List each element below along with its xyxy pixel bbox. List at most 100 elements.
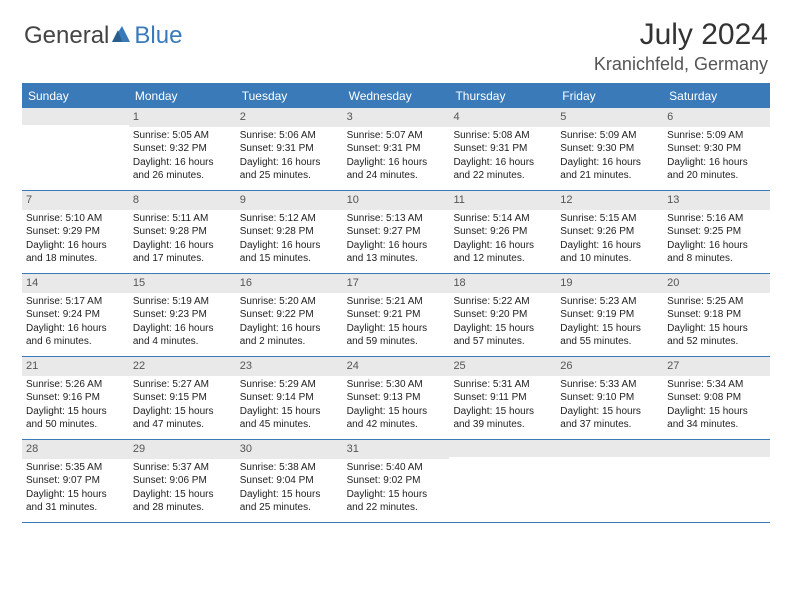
- sunset-text: Sunset: 9:27 PM: [347, 225, 446, 239]
- day-cell: 25Sunrise: 5:31 AMSunset: 9:11 PMDayligh…: [449, 357, 556, 439]
- sunset-text: Sunset: 9:08 PM: [667, 391, 766, 405]
- day-number: 9: [236, 191, 343, 210]
- daylight-text: Daylight: 16 hours and 20 minutes.: [667, 156, 766, 183]
- day-number: 12: [556, 191, 663, 210]
- page-title: July 2024: [594, 18, 768, 52]
- day-cell: 16Sunrise: 5:20 AMSunset: 9:22 PMDayligh…: [236, 274, 343, 356]
- daylight-text: Daylight: 16 hours and 6 minutes.: [26, 322, 125, 349]
- sunrise-text: Sunrise: 5:15 AM: [560, 212, 659, 226]
- sunset-text: Sunset: 9:31 PM: [453, 142, 552, 156]
- sunrise-text: Sunrise: 5:21 AM: [347, 295, 446, 309]
- day-number: [556, 440, 663, 457]
- day-cell: 2Sunrise: 5:06 AMSunset: 9:31 PMDaylight…: [236, 108, 343, 190]
- daylight-text: Daylight: 16 hours and 12 minutes.: [453, 239, 552, 266]
- daylight-text: Daylight: 15 hours and 47 minutes.: [133, 405, 232, 432]
- day-body: Sunrise: 5:14 AMSunset: 9:26 PMDaylight:…: [449, 210, 556, 270]
- day-number: 20: [663, 274, 770, 293]
- sunset-text: Sunset: 9:32 PM: [133, 142, 232, 156]
- calendar: Sunday Monday Tuesday Wednesday Thursday…: [22, 83, 770, 523]
- daylight-text: Daylight: 15 hours and 59 minutes.: [347, 322, 446, 349]
- sunrise-text: Sunrise: 5:30 AM: [347, 378, 446, 392]
- day-cell: [663, 440, 770, 522]
- day-number: 26: [556, 357, 663, 376]
- daylight-text: Daylight: 16 hours and 21 minutes.: [560, 156, 659, 183]
- week-row: 7Sunrise: 5:10 AMSunset: 9:29 PMDaylight…: [22, 191, 770, 274]
- day-number: [22, 108, 129, 125]
- sunrise-text: Sunrise: 5:27 AM: [133, 378, 232, 392]
- weekday-header: Monday: [129, 85, 236, 108]
- day-body: Sunrise: 5:22 AMSunset: 9:20 PMDaylight:…: [449, 293, 556, 353]
- day-number: 10: [343, 191, 450, 210]
- day-number: 21: [22, 357, 129, 376]
- day-body: Sunrise: 5:30 AMSunset: 9:13 PMDaylight:…: [343, 376, 450, 436]
- day-cell: 4Sunrise: 5:08 AMSunset: 9:31 PMDaylight…: [449, 108, 556, 190]
- sunrise-text: Sunrise: 5:14 AM: [453, 212, 552, 226]
- daylight-text: Daylight: 16 hours and 4 minutes.: [133, 322, 232, 349]
- day-number: 25: [449, 357, 556, 376]
- day-cell: 14Sunrise: 5:17 AMSunset: 9:24 PMDayligh…: [22, 274, 129, 356]
- day-number: 22: [129, 357, 236, 376]
- sunrise-text: Sunrise: 5:11 AM: [133, 212, 232, 226]
- day-cell: 20Sunrise: 5:25 AMSunset: 9:18 PMDayligh…: [663, 274, 770, 356]
- day-body: Sunrise: 5:33 AMSunset: 9:10 PMDaylight:…: [556, 376, 663, 436]
- sunset-text: Sunset: 9:04 PM: [240, 474, 339, 488]
- sunset-text: Sunset: 9:14 PM: [240, 391, 339, 405]
- day-number: 3: [343, 108, 450, 127]
- day-body: Sunrise: 5:17 AMSunset: 9:24 PMDaylight:…: [22, 293, 129, 353]
- daylight-text: Daylight: 16 hours and 13 minutes.: [347, 239, 446, 266]
- daylight-text: Daylight: 16 hours and 8 minutes.: [667, 239, 766, 266]
- day-number: 18: [449, 274, 556, 293]
- day-body: Sunrise: 5:23 AMSunset: 9:19 PMDaylight:…: [556, 293, 663, 353]
- sunrise-text: Sunrise: 5:31 AM: [453, 378, 552, 392]
- sunset-text: Sunset: 9:25 PM: [667, 225, 766, 239]
- day-body: Sunrise: 5:06 AMSunset: 9:31 PMDaylight:…: [236, 127, 343, 187]
- daylight-text: Daylight: 15 hours and 50 minutes.: [26, 405, 125, 432]
- day-body: Sunrise: 5:19 AMSunset: 9:23 PMDaylight:…: [129, 293, 236, 353]
- day-cell: 8Sunrise: 5:11 AMSunset: 9:28 PMDaylight…: [129, 191, 236, 273]
- day-cell: 18Sunrise: 5:22 AMSunset: 9:20 PMDayligh…: [449, 274, 556, 356]
- sunrise-text: Sunrise: 5:29 AM: [240, 378, 339, 392]
- day-cell: 22 Sunrise: 5:27 AMSunset: 9:15 PMDayligh…: [129, 357, 236, 439]
- weekday-header: Sunday: [22, 85, 129, 108]
- sunrise-text: Sunrise: 5:17 AM: [26, 295, 125, 309]
- day-cell: 26Sunrise: 5:33 AMSunset: 9:10 PMDayligh…: [556, 357, 663, 439]
- sunrise-text: Sunrise: 5:34 AM: [667, 378, 766, 392]
- sunrise-text: Sunrise: 5:22 AM: [453, 295, 552, 309]
- sunrise-text: Sunrise: 5:05 AM: [133, 129, 232, 143]
- day-cell: 11Sunrise: 5:14 AMSunset: 9:26 PMDayligh…: [449, 191, 556, 273]
- sunset-text: Sunset: 9:21 PM: [347, 308, 446, 322]
- sunset-text: Sunset: 9:15 PM: [133, 391, 232, 405]
- day-number: 1: [129, 108, 236, 127]
- sunset-text: Sunset: 9:23 PM: [133, 308, 232, 322]
- logo-sail-icon: [110, 24, 132, 49]
- sunrise-text: Sunrise: 5:08 AM: [453, 129, 552, 143]
- day-body: Sunrise: 5:38 AMSunset: 9:04 PMDaylight:…: [236, 459, 343, 519]
- daylight-text: Daylight: 15 hours and 28 minutes.: [133, 488, 232, 515]
- day-number: 16: [236, 274, 343, 293]
- day-number: 8: [129, 191, 236, 210]
- logo-text-general: General: [24, 22, 109, 50]
- sunset-text: Sunset: 9:30 PM: [667, 142, 766, 156]
- day-cell: 30Sunrise: 5:38 AMSunset: 9:04 PMDayligh…: [236, 440, 343, 522]
- day-cell: 23Sunrise: 5:29 AMSunset: 9:14 PMDayligh…: [236, 357, 343, 439]
- sunrise-text: Sunrise: 5:09 AM: [560, 129, 659, 143]
- day-number: 13: [663, 191, 770, 210]
- sunset-text: Sunset: 9:06 PM: [133, 474, 232, 488]
- day-body: Sunrise: 5:29 AMSunset: 9:14 PMDaylight:…: [236, 376, 343, 436]
- sunrise-text: Sunrise: 5:38 AM: [240, 461, 339, 475]
- logo: General Blue: [24, 22, 182, 50]
- daylight-text: Daylight: 15 hours and 45 minutes.: [240, 405, 339, 432]
- daylight-text: Daylight: 15 hours and 34 minutes.: [667, 405, 766, 432]
- sunset-text: Sunset: 9:29 PM: [26, 225, 125, 239]
- day-cell: 24Sunrise: 5:30 AMSunset: 9:13 PMDayligh…: [343, 357, 450, 439]
- sunrise-text: Sunrise: 5:09 AM: [667, 129, 766, 143]
- day-cell: 10Sunrise: 5:13 AMSunset: 9:27 PMDayligh…: [343, 191, 450, 273]
- day-cell: [22, 108, 129, 190]
- day-cell: 1Sunrise: 5:05 AMSunset: 9:32 PMDaylight…: [129, 108, 236, 190]
- sunset-text: Sunset: 9:18 PM: [667, 308, 766, 322]
- day-number: 31: [343, 440, 450, 459]
- sunrise-text: Sunrise: 5:23 AM: [560, 295, 659, 309]
- daylight-text: Daylight: 15 hours and 55 minutes.: [560, 322, 659, 349]
- daylight-text: Daylight: 16 hours and 25 minutes.: [240, 156, 339, 183]
- day-cell: 6Sunrise: 5:09 AMSunset: 9:30 PMDaylight…: [663, 108, 770, 190]
